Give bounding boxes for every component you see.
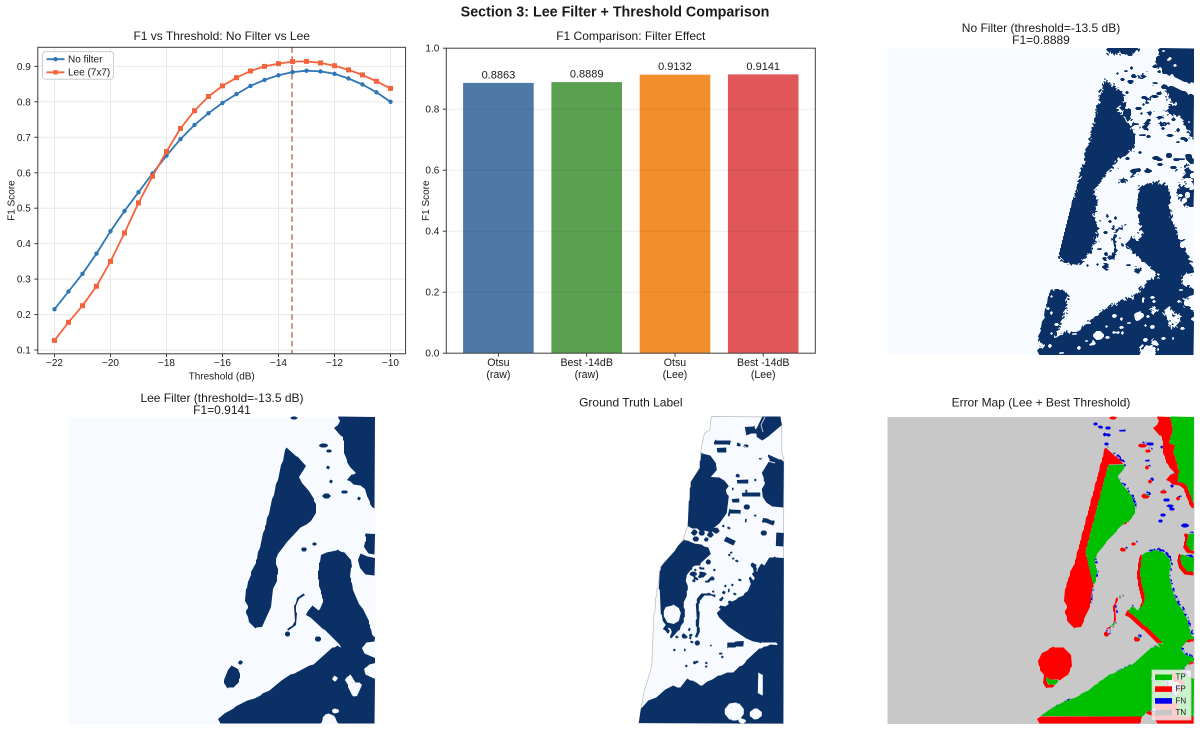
svg-text:(raw): (raw): [486, 369, 510, 381]
svg-text:No Filter (threshold=-13.5 dB): No Filter (threshold=-13.5 dB): [962, 21, 1120, 35]
svg-text:0.2: 0.2: [17, 310, 31, 321]
svg-text:0.7: 0.7: [17, 133, 31, 144]
svg-text:0.9132: 0.9132: [658, 61, 692, 73]
svg-text:Best -14dB: Best -14dB: [560, 357, 612, 369]
svg-text:0.4: 0.4: [425, 227, 439, 238]
svg-text:F1 vs Threshold: No Filter vs: F1 vs Threshold: No Filter vs Lee: [133, 29, 310, 43]
svg-text:−14: −14: [270, 358, 287, 369]
svg-text:Best -14dB: Best -14dB: [737, 357, 789, 369]
svg-text:0.2: 0.2: [425, 288, 439, 299]
svg-text:0.9: 0.9: [17, 62, 31, 73]
svg-text:−10: −10: [382, 358, 399, 369]
svg-text:FP: FP: [1176, 685, 1186, 694]
svg-text:F1 Score: F1 Score: [421, 180, 432, 221]
svg-text:F1 Score: F1 Score: [7, 180, 18, 221]
svg-text:−18: −18: [158, 358, 175, 369]
svg-text:−16: −16: [214, 358, 231, 369]
svg-text:0.9141: 0.9141: [746, 61, 780, 73]
svg-text:(Lee): (Lee): [663, 369, 688, 381]
svg-text:0.0: 0.0: [425, 349, 439, 360]
svg-text:0.8889: 0.8889: [570, 69, 604, 81]
svg-text:F1=0.8889: F1=0.8889: [1012, 33, 1070, 47]
svg-text:0.3: 0.3: [17, 275, 31, 286]
svg-text:FN: FN: [1176, 696, 1187, 705]
svg-text:0.1: 0.1: [17, 346, 31, 357]
svg-text:0.6: 0.6: [425, 166, 439, 177]
svg-text:0.8: 0.8: [425, 105, 439, 116]
svg-text:TN: TN: [1176, 708, 1187, 717]
svg-text:Otsu: Otsu: [664, 357, 686, 369]
svg-text:−22: −22: [46, 358, 63, 369]
svg-text:(raw): (raw): [575, 369, 599, 381]
svg-text:(Lee): (Lee): [751, 369, 776, 381]
svg-text:Lee (7x7): Lee (7x7): [68, 68, 110, 79]
svg-text:0.4: 0.4: [17, 239, 31, 250]
svg-text:0.8863: 0.8863: [482, 69, 516, 81]
svg-text:Ground Truth Label: Ground Truth Label: [579, 396, 682, 410]
svg-text:Otsu: Otsu: [487, 357, 509, 369]
svg-text:0.8: 0.8: [17, 97, 31, 108]
svg-text:Section 3: Lee Filter + Thresh: Section 3: Lee Filter + Threshold Compar…: [461, 5, 770, 21]
svg-text:−12: −12: [326, 358, 343, 369]
svg-text:No filter: No filter: [68, 55, 103, 66]
svg-text:0.5: 0.5: [17, 204, 31, 215]
svg-text:TP: TP: [1176, 673, 1186, 682]
svg-text:0.6: 0.6: [17, 168, 31, 179]
svg-text:F1=0.9141: F1=0.9141: [193, 403, 251, 417]
svg-text:Threshold (dB): Threshold (dB): [189, 372, 255, 383]
svg-text:Lee Filter (threshold=-13.5 dB: Lee Filter (threshold=-13.5 dB): [140, 391, 303, 405]
svg-text:F1 Comparison: Filter Effect: F1 Comparison: Filter Effect: [556, 29, 706, 43]
svg-text:1.0: 1.0: [425, 44, 439, 55]
svg-text:Error Map (Lee + Best Threshol: Error Map (Lee + Best Threshold): [952, 396, 1131, 410]
svg-text:−20: −20: [102, 358, 119, 369]
